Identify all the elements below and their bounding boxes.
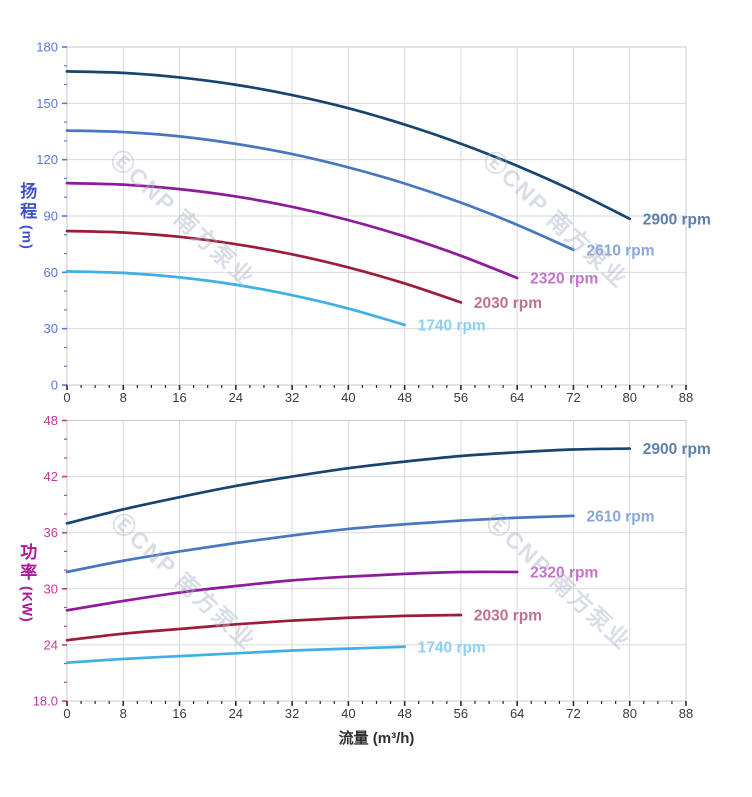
head-axis-title-unit: (m) — [19, 225, 36, 250]
y-tick-label: 24 — [44, 637, 58, 652]
y-tick-label: 0 — [51, 378, 58, 393]
curve-2900 — [65, 70, 632, 221]
x-tick-label: 48 — [397, 390, 411, 405]
curve-label-1740: 1740 rpm — [418, 317, 486, 334]
x-tick-label: 32 — [285, 706, 299, 721]
x-tick-label: 80 — [622, 706, 636, 721]
curve-2030 — [65, 229, 463, 304]
curve-label-2320: 2320 rpm — [530, 564, 598, 581]
curve-label-2900: 2900 rpm — [643, 211, 711, 228]
x-tick-label: 80 — [622, 390, 636, 405]
x-tick-label: 72 — [566, 706, 580, 721]
curve-label-2030: 2030 rpm — [474, 295, 542, 312]
x-tick-label: 40 — [341, 390, 355, 405]
curve-label-2610: 2610 rpm — [586, 242, 654, 259]
x-tick-label: 0 — [63, 390, 70, 405]
curve-label-2610: 2610 rpm — [586, 508, 654, 525]
x-tick-label: 32 — [285, 390, 299, 405]
x-tick-label: 72 — [566, 390, 580, 405]
curve-label-2900: 2900 rpm — [643, 441, 711, 458]
flow-axis-title: 流量 (m³/h) — [338, 730, 415, 747]
power-axis-title-cn: 功率 — [17, 543, 37, 583]
curve-label-1740: 1740 rpm — [418, 639, 486, 656]
x-tick-label: 88 — [679, 390, 693, 405]
y-tick-label: 120 — [36, 152, 58, 167]
x-tick-label: 88 — [679, 706, 693, 721]
y-tick-label: 48 — [44, 413, 58, 428]
y-tick-label: 90 — [44, 209, 58, 224]
x-tick-label: 8 — [120, 390, 127, 405]
y-tick-label: 42 — [44, 469, 58, 484]
curve-1740 — [65, 645, 406, 665]
x-tick-label: 56 — [454, 706, 468, 721]
curve-label-2320: 2320 rpm — [530, 270, 598, 287]
curve-1740 — [65, 270, 406, 327]
x-tick-label: 16 — [172, 390, 186, 405]
curve-2320 — [65, 570, 519, 612]
x-tick-label: 40 — [341, 706, 355, 721]
x-tick-label: 24 — [229, 706, 243, 721]
head-axis-title-cn: 扬程 — [17, 182, 37, 222]
x-tick-label: 64 — [510, 706, 524, 721]
y-tick-label: 150 — [36, 96, 58, 111]
y-tick-label: 60 — [44, 265, 58, 280]
curve-2610 — [65, 514, 575, 574]
x-tick-label: 48 — [397, 706, 411, 721]
x-tick-label: 56 — [454, 390, 468, 405]
curve-2900 — [65, 447, 632, 525]
curve-label-2030: 2030 rpm — [474, 607, 542, 624]
x-tick-label: 16 — [172, 706, 186, 721]
x-tick-label: 8 — [120, 706, 127, 721]
y-tick-label: 180 — [36, 40, 58, 55]
x-tick-label: 24 — [229, 390, 243, 405]
head-axis-title: 扬程 (m) — [16, 182, 37, 250]
y-tick-label: 30 — [44, 321, 58, 336]
curve-2030 — [65, 613, 463, 642]
curve-2320 — [65, 181, 519, 280]
plot-border — [66, 420, 687, 702]
y-tick-label: 18.0 — [33, 694, 58, 709]
power-axis-title: 功率 (KW) — [16, 543, 37, 623]
x-tick-label: 64 — [510, 390, 524, 405]
y-tick-label: 36 — [44, 525, 58, 540]
power-axis-title-unit: (KW) — [19, 586, 36, 623]
x-tick-label: 0 — [63, 706, 70, 721]
curve-2610 — [65, 129, 575, 252]
y-tick-label: 30 — [44, 581, 58, 596]
